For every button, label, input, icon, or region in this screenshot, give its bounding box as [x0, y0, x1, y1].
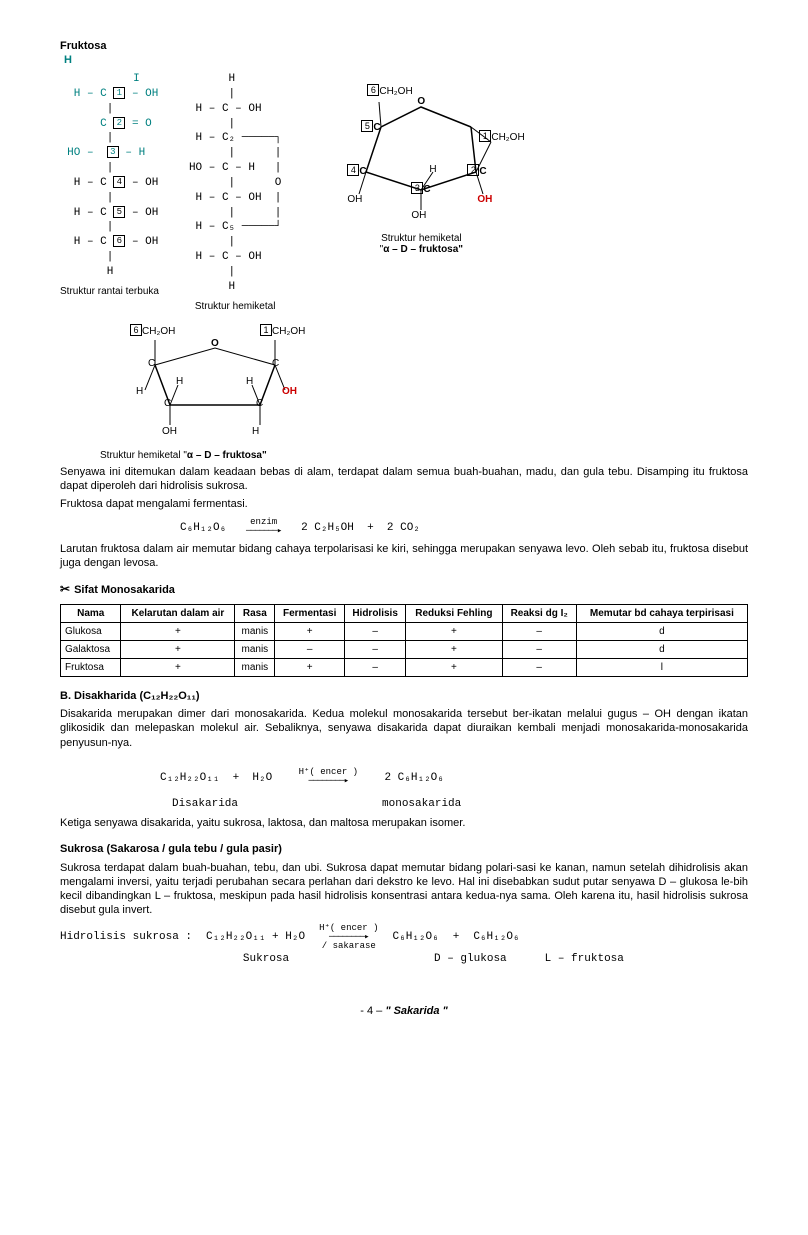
table-header: Nama — [61, 604, 121, 622]
open-chain-structure: I H – C 1 – OH | C 2 = O | HO – 3 – H | … — [60, 72, 159, 297]
section-b-p2: Ketiga senyawa disakarida, yaitu sukrosa… — [60, 816, 748, 830]
table-header: Reaksi dg I₂ — [502, 604, 576, 622]
section-title: Fruktosa — [60, 40, 748, 52]
sukrosa-p1: Sukrosa terdapat dalam buah-buahan, tebu… — [60, 861, 748, 918]
hemiketal-chain-structure: H | H – C – OH | H – C₂ ─────┐ | |HO – C… — [189, 72, 281, 312]
hemiketal-chain-caption: Struktur hemiketal — [195, 301, 276, 312]
ring2-caption: Struktur hemiketal "α – D – fruktosa" — [100, 450, 748, 461]
equation-disakarida: C₁₂H₂₂O₁₁ + H₂O H⁺( encer )────────▸ 2 C… — [160, 756, 748, 810]
properties-table: NamaKelarutan dalam airRasaFermentasiHid… — [60, 604, 748, 677]
symbol-h: H — [64, 54, 748, 66]
diagram-row-1: I H – C 1 – OH | C 2 = O | HO – 3 – H | … — [60, 72, 748, 312]
paragraph-ferment: Fruktosa dapat mengalami fermentasi. — [60, 497, 748, 511]
table-row: Fruktosa+manis+–+–l — [61, 658, 748, 676]
table-header: Reduksi Fehling — [406, 604, 503, 622]
table-header: Fermentasi — [275, 604, 345, 622]
equation-sukrosa: Hidrolisis sukrosa : C₁₂H₂₂O₁₁ + H₂O H⁺(… — [60, 924, 748, 965]
section-b-p1: Disakarida merupakan dimer dari monosaka… — [60, 707, 748, 750]
table-header: Kelarutan dalam air — [121, 604, 235, 622]
paragraph-levo: Larutan fruktosa dalam air memutar bidan… — [60, 542, 748, 571]
table-row: Galaktosa+manis––+–d — [61, 640, 748, 658]
paragraph-intro: Senyawa ini ditemukan dalam keadaan beba… — [60, 465, 748, 494]
ring1-caption: Struktur hemiketal "α – D – fruktosa" — [380, 233, 463, 255]
section-b-title: B. Disakharida (C₁₂H₂₂O₁₁) — [60, 689, 748, 703]
ring-structure-1: 6CH₂OH 5C O 1CH₂OH 2C 3C 4C OH OH H OH S… — [321, 72, 521, 255]
page-footer: - 4 – " Sakarida " — [60, 1005, 748, 1017]
ring-structure-2: 6CH₂OH O 1CH₂OH C C C C H H H OH H OH St… — [100, 320, 748, 461]
props-heading: ✂Sifat Monosakarida — [60, 582, 748, 598]
table-header: Rasa — [235, 604, 275, 622]
sukrosa-title: Sukrosa (Sakarosa / gula tebu / gula pas… — [60, 842, 748, 856]
open-chain-caption: Struktur rantai terbuka — [60, 286, 159, 297]
table-row: Glukosa+manis+–+–d — [61, 622, 748, 640]
equation-fermentation: C₆H₁₂O₆ enzim───────▸ 2 C₂H₅OH + 2 CO₂ — [180, 518, 748, 536]
table-header: Memutar bd cahaya terpirisasi — [576, 604, 747, 622]
table-header: Hidrolisis — [345, 604, 406, 622]
